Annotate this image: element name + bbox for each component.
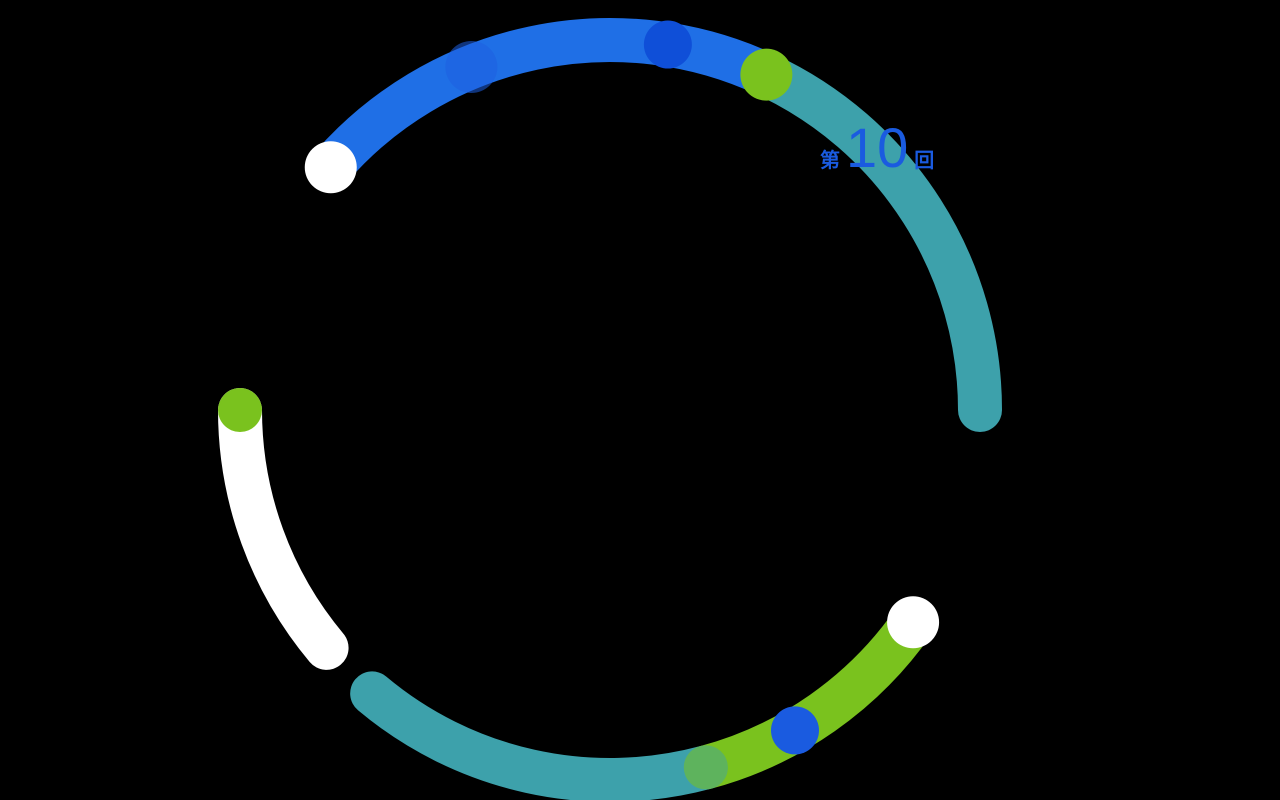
ring-dot xyxy=(644,21,692,69)
ring-arc xyxy=(331,40,767,167)
ring-dot xyxy=(305,141,357,193)
ring-dot xyxy=(771,706,819,754)
ring-arc xyxy=(372,693,706,780)
ring-graphic xyxy=(0,0,1280,800)
edition-number: 10 xyxy=(846,120,908,176)
ring-dot xyxy=(218,388,262,432)
edition-prefix: 第 xyxy=(820,144,840,173)
edition-label: 第 10 回 xyxy=(820,120,934,176)
ring-dot xyxy=(740,49,792,101)
ring-dot xyxy=(445,41,497,93)
ring-dot xyxy=(684,745,728,789)
diagram-stage: 第 10 回 xyxy=(0,0,1280,800)
ring-dot xyxy=(887,596,939,648)
ring-arc xyxy=(240,410,327,648)
edition-suffix: 回 xyxy=(914,144,934,173)
